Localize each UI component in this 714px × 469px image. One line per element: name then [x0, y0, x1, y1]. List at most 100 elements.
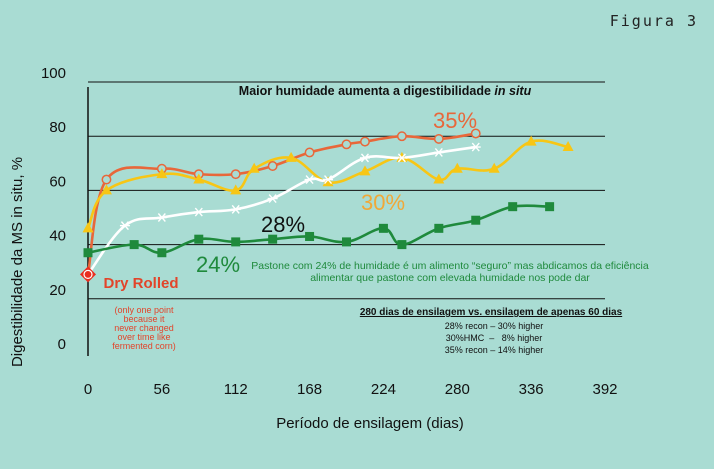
dry-rolled-label: Dry Rolled: [103, 275, 178, 292]
series-line-24: [86, 204, 551, 255]
dry-rolled-note-line: fermented corn): [112, 341, 176, 351]
data-point-35: [230, 169, 241, 180]
data-point-24: [471, 215, 481, 225]
asterisk-stroke: [305, 175, 314, 185]
axis-layer: 0 20 40 60 80 100 0 56 112 168 224 280 336 392: [41, 65, 618, 398]
data-point-30: [488, 162, 500, 173]
x-tick-label: 336: [519, 381, 544, 398]
data-point-35: [470, 128, 481, 139]
data-point-24: [194, 234, 204, 244]
asterisk-stroke: [157, 213, 166, 222]
data-point-35: [101, 174, 112, 185]
comparison-line: 35% recon – 14% higher: [445, 345, 544, 355]
data-point-28: [323, 175, 334, 185]
comparison-box: 280 dias de ensilagem vs. ensilagem de a…: [360, 307, 623, 355]
data-point-28: [156, 213, 167, 222]
y-tick-label: 40: [49, 228, 66, 245]
x-axis-label: Período de ensilagem (dias): [276, 415, 464, 432]
data-point-28: [304, 175, 315, 185]
series-label-24: 24%: [196, 252, 240, 277]
x-tick-label: 224: [371, 381, 396, 398]
dry-rolled-note-line: never changed: [114, 323, 174, 333]
data-point-30: [285, 151, 297, 162]
series-label-28: 28%: [261, 212, 305, 237]
y-tick-label: 60: [49, 173, 66, 190]
green-note: Pastone com 24% de humidade é um aliment…: [251, 260, 649, 284]
dry-rolled-note: (only one point because it never changed…: [112, 305, 176, 351]
series-label-35: 35%: [433, 108, 477, 133]
data-point-30: [82, 222, 94, 233]
comparison-line: 28% recon – 30% higher: [445, 321, 544, 331]
data-point-24: [129, 240, 139, 250]
data-point-30: [359, 165, 371, 176]
x-tick-label: 56: [154, 381, 171, 398]
asterisk-stroke: [471, 142, 480, 152]
data-point-30: [100, 184, 112, 195]
data-point-24: [508, 202, 518, 212]
x-tick-label: 112: [224, 381, 248, 398]
x-tick-label: 392: [592, 381, 617, 398]
data-point-24: [157, 248, 167, 258]
asterisk-stroke: [397, 153, 406, 163]
data-point-30: [451, 162, 463, 173]
dry-rolled-marker-ring: [83, 269, 93, 280]
series-line-35: [86, 132, 478, 276]
comparison-line: 30%HMC – 8% higher: [446, 333, 543, 343]
y-tick-label: 20: [49, 282, 66, 299]
data-point-35: [433, 133, 444, 144]
y-tick-label: 80: [49, 119, 66, 136]
x-tick-label: 168: [297, 381, 322, 398]
green-note-line: alimentar que pastone com elevada humida…: [310, 272, 590, 284]
asterisk-stroke: [360, 153, 369, 163]
asterisk-stroke: [194, 207, 203, 217]
comparison-title: 280 dias de ensilagem vs. ensilagem de a…: [360, 307, 623, 318]
chart-title: Maior humidade aumenta a digestibilidade…: [239, 84, 532, 98]
marker-layer: [80, 128, 574, 283]
data-point-35: [267, 161, 278, 171]
data-point-35: [396, 131, 407, 142]
data-point-24: [378, 223, 388, 233]
y-tick-label: 100: [41, 65, 66, 82]
asterisk-stroke: [231, 204, 240, 214]
data-point-24: [268, 234, 278, 244]
data-point-28: [230, 204, 241, 214]
data-point-28: [193, 207, 204, 217]
data-point-30: [433, 173, 445, 184]
data-point-30: [322, 176, 334, 187]
green-note-line: Pastone com 24% de humidade é um aliment…: [251, 260, 649, 272]
dry-rolled-note-line: because it: [123, 314, 165, 324]
data-point-28: [470, 142, 481, 152]
data-point-28: [119, 221, 130, 231]
x-tick-label: 0: [84, 381, 92, 398]
data-point-35: [341, 139, 352, 150]
y-tick-label: 0: [58, 336, 66, 353]
x-tick-label: 280: [445, 381, 470, 398]
dry-rolled-note-line: (only one point: [114, 305, 174, 315]
data-point-28: [359, 153, 370, 163]
data-point-24: [397, 240, 407, 250]
data-point-30: [230, 184, 242, 195]
series-label-30: 30%: [361, 190, 405, 215]
data-point-30: [248, 162, 260, 173]
asterisk-stroke: [324, 175, 333, 185]
dry-rolled-marker: [80, 266, 96, 283]
data-point-30: [193, 173, 205, 184]
data-point-30: [525, 135, 537, 146]
data-point-35: [304, 147, 315, 158]
data-point-30: [562, 141, 574, 152]
data-point-24: [434, 223, 444, 233]
data-point-24: [83, 248, 93, 258]
asterisk-stroke: [268, 194, 277, 203]
data-point-28: [267, 194, 278, 203]
data-point-24: [231, 237, 241, 247]
data-point-24: [305, 231, 315, 241]
dry-rolled-note-line: over time like: [117, 332, 170, 342]
data-point-28: [396, 153, 407, 163]
figure-label: Figura 3: [609, 12, 698, 30]
y-axis-label: Digestibilidade da MS in situ, %: [9, 157, 26, 367]
asterisk-stroke: [120, 221, 129, 231]
data-point-24: [342, 237, 351, 247]
data-point-28: [433, 147, 444, 157]
data-point-30: [156, 168, 168, 179]
